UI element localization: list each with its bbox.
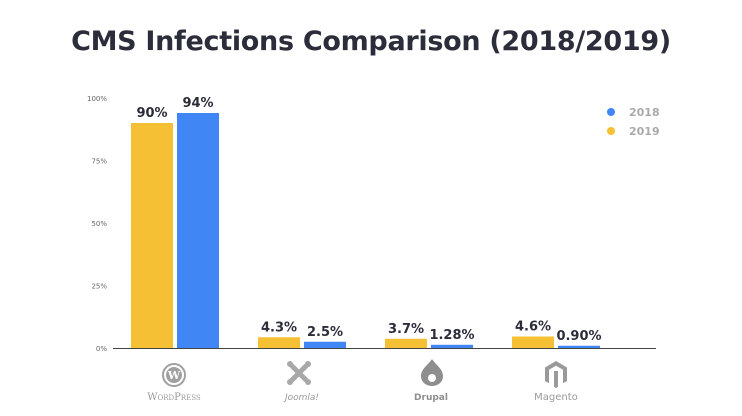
magento-logo-text: Magento — [534, 392, 578, 403]
data-label: 3.7% — [388, 322, 424, 337]
data-label: 94% — [182, 96, 213, 111]
y-tick-label: 25% — [91, 283, 107, 291]
svg-text:W: W — [167, 369, 181, 382]
y-axis-ticks: 0% 25% 50% 75% 100% — [87, 95, 107, 353]
data-label: 4.3% — [261, 320, 297, 335]
bar-2018-joomla — [304, 341, 346, 348]
data-label: 1.28% — [429, 328, 474, 343]
chart-title: CMS Infections Comparison (2018/2019) — [71, 26, 671, 57]
wordpress-logo-icon: W — [162, 363, 186, 387]
bar-2019-joomla — [258, 337, 300, 348]
legend-label-2018: 2018 — [629, 106, 660, 119]
drupal-logo-text: Drupal — [414, 393, 448, 403]
data-label: 90% — [136, 106, 167, 121]
y-tick-label: 0% — [96, 345, 107, 353]
joomla-logo-icon — [287, 361, 311, 385]
bar-2019-magento — [512, 336, 554, 348]
bar-2018-wordpress — [177, 113, 219, 348]
legend-marker-2019 — [607, 127, 615, 135]
data-label: 2.5% — [307, 325, 343, 340]
drupal-logo-icon — [421, 359, 443, 386]
magento-logo-icon — [545, 361, 567, 388]
bar-2019-wordpress — [131, 123, 173, 348]
y-tick-label: 100% — [87, 95, 107, 103]
data-label: 4.6% — [515, 320, 551, 335]
data-label: 0.90% — [556, 329, 601, 344]
y-tick-label: 50% — [91, 220, 107, 228]
bar-2019-drupal — [385, 338, 427, 348]
legend-marker-2018 — [607, 108, 615, 116]
wordpress-logo-text: WordPress — [147, 392, 201, 403]
legend: 2018 2019 — [607, 106, 660, 138]
bar-2018-magento — [558, 345, 600, 348]
bar-2018-drupal — [431, 344, 473, 348]
bars — [131, 113, 600, 348]
joomla-logo-text: Joomla! — [283, 393, 319, 403]
legend-label-2019: 2019 — [629, 125, 660, 138]
y-tick-label: 75% — [91, 158, 107, 166]
data-labels: 90% 94% 4.3% 2.5% 3.7% 1.28% 4.6% 0.90% — [136, 96, 601, 344]
